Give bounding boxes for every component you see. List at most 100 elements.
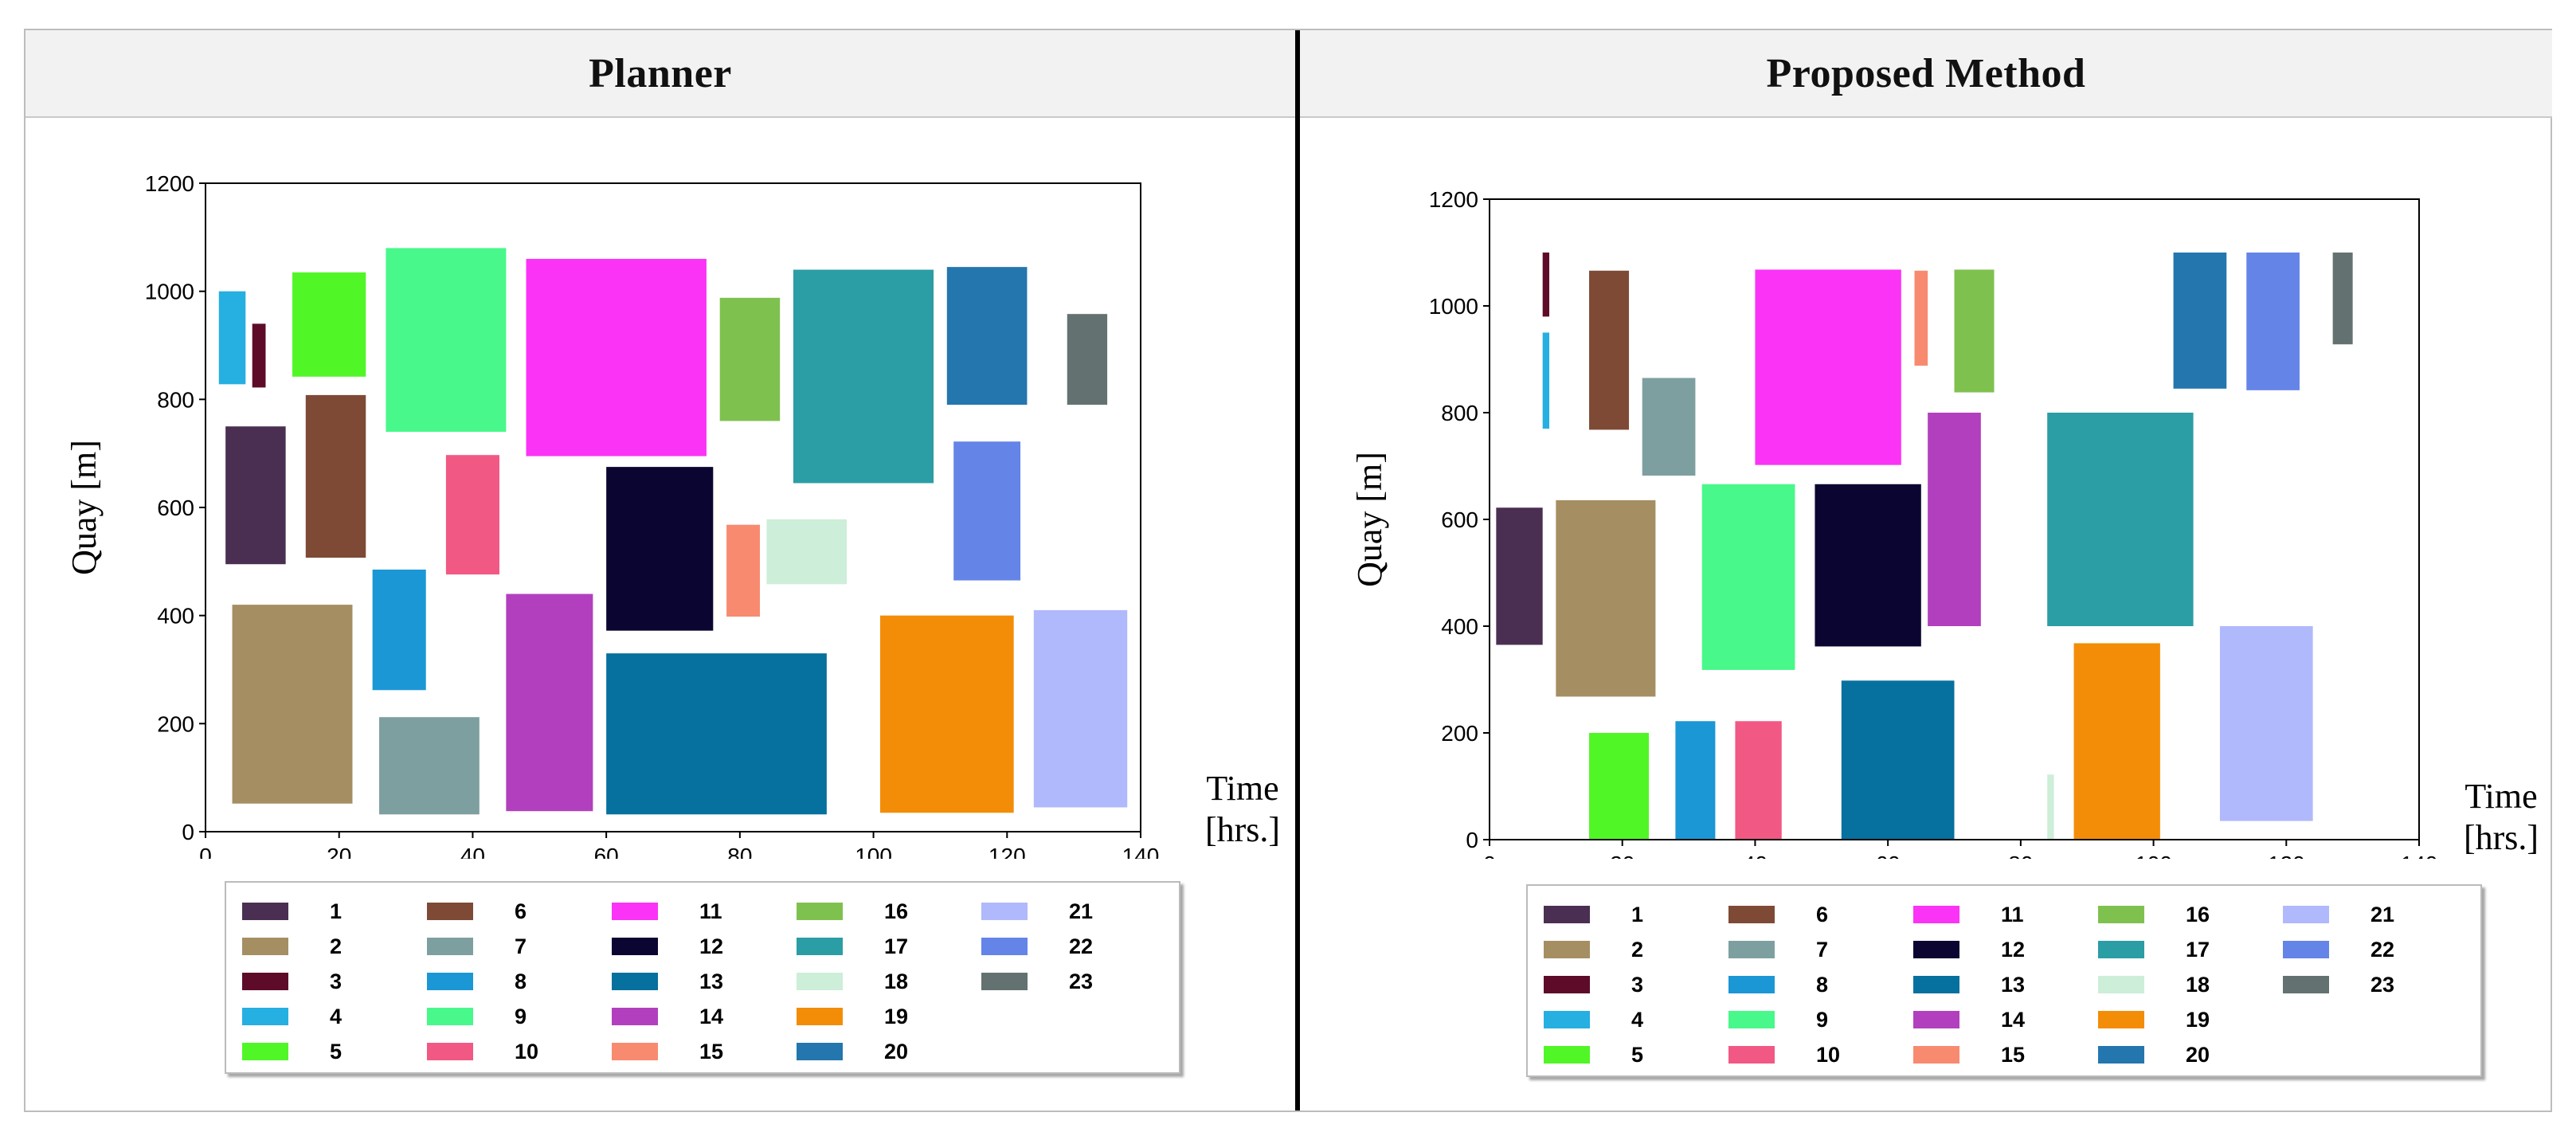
vessel-rect-22 <box>2246 253 2300 390</box>
legend-entry-20: 20 <box>797 1034 981 1069</box>
legend-label: 19 <box>2186 1007 2210 1032</box>
vessel-rect-18 <box>766 519 848 585</box>
legend-label: 2 <box>330 934 343 958</box>
vessel-rect-9 <box>1701 484 1795 670</box>
legend-entry-2: 2 <box>1544 932 1728 967</box>
legend-label: 21 <box>1069 899 1094 923</box>
legend-entry-5: 5 <box>242 1034 427 1069</box>
proposed-header: Proposed Method <box>1300 30 2552 118</box>
planner-header: Planner <box>25 30 1295 118</box>
legend-swatch <box>1544 941 1590 958</box>
vessel-rect-5 <box>292 272 366 377</box>
legend-swatch <box>1913 1011 1959 1028</box>
legend-label: 23 <box>1069 969 1094 993</box>
legend-entry-19: 19 <box>2098 1002 2283 1037</box>
legend-entry-8: 8 <box>1728 967 1913 1002</box>
vessel-rect-11 <box>1755 269 1901 465</box>
legend-swatch <box>2098 976 2144 993</box>
x-tick-label: 40 <box>1743 852 1768 859</box>
legend-label: 17 <box>884 934 909 958</box>
planner-title: Planner <box>589 50 732 96</box>
legend-swatch <box>1728 906 1775 923</box>
y-tick-label: 800 <box>1441 401 1478 425</box>
legend-entry-1: 1 <box>242 894 427 929</box>
x-axis-label: Time [hrs.] <box>1205 769 1280 849</box>
legend-swatch <box>1728 941 1775 958</box>
panel-divider <box>1295 30 1300 1111</box>
vessel-rect-16 <box>1954 269 1995 393</box>
legend-swatch <box>612 973 658 990</box>
y-tick-label: 800 <box>157 387 194 412</box>
vessel-rect-20 <box>2173 253 2227 389</box>
proposed-chart: 0 20 40 60 80 100 120 140 0 200 400 600 800 1000 1200 Q… <box>1350 187 2539 859</box>
vessel-rect-23 <box>1067 314 1108 405</box>
legend-swatch <box>1728 1046 1775 1064</box>
legend-entry-6: 6 <box>1728 897 1913 932</box>
proposed-legend: 1 2 3 4 5 6 7 8 9 10 11 12 13 14 15 16 17 18 19 20 21 22 23 <box>1526 884 2482 1077</box>
legend-swatch <box>1913 941 1959 958</box>
vessel-rect-18 <box>2047 774 2054 840</box>
y-tick-label: 0 <box>182 820 194 844</box>
proposed-panel: Proposed Method 020406080100120140020040… <box>1300 30 2552 1111</box>
legend-label: 12 <box>2001 937 2026 962</box>
legend-entry-15: 15 <box>612 1034 797 1069</box>
x-tick-label: 100 <box>2135 852 2172 859</box>
legend-swatch <box>427 938 473 955</box>
y-tick-label: 0 <box>1466 828 1478 852</box>
legend-swatch <box>2098 941 2144 958</box>
legend-entry-16: 16 <box>797 894 981 929</box>
legend-entry-7: 7 <box>1728 932 1913 967</box>
y-tick-label: 400 <box>157 604 194 629</box>
x-tick-label: 100 <box>855 844 892 859</box>
legend-swatch <box>242 903 288 920</box>
legend-entry-18: 18 <box>797 964 981 999</box>
legend-label: 16 <box>2186 902 2210 926</box>
legend-label: 7 <box>515 934 527 958</box>
vessel-rect-21 <box>2219 626 2313 821</box>
legend-swatch <box>1544 976 1590 993</box>
legend-swatch <box>797 973 843 990</box>
legend-label: 17 <box>2186 937 2210 962</box>
legend-label: 18 <box>884 969 909 993</box>
vessel-rect-1 <box>1496 507 1543 645</box>
legend-swatch <box>797 1043 843 1060</box>
legend-entry-12: 12 <box>1913 932 2098 967</box>
legend-swatch <box>612 903 658 920</box>
legend-swatch <box>427 973 473 990</box>
y-tick-label: 600 <box>1441 507 1478 532</box>
y-tick-label: 200 <box>1441 721 1478 746</box>
y-axis-label: Quay [m] <box>1350 452 1389 587</box>
legend-entry-11: 11 <box>1913 897 2098 932</box>
vessel-rect-5 <box>1589 733 1650 840</box>
legend-label: 8 <box>1816 972 1829 997</box>
x-tick-label: 60 <box>594 844 619 859</box>
vessel-rect-13 <box>1841 680 1955 840</box>
legend-entry-5: 5 <box>1544 1037 1728 1072</box>
vessel-rect-4 <box>218 291 246 385</box>
vessel-rect-7 <box>1642 378 1696 476</box>
vessel-rect-20 <box>946 267 1028 405</box>
legend-entry-3: 3 <box>1544 967 1728 1002</box>
vessel-rect-8 <box>1675 721 1716 840</box>
legend-label: 2 <box>1631 937 1644 962</box>
x-tick-label: 0 <box>1483 852 1496 859</box>
legend-entry-4: 4 <box>1544 1002 1728 1037</box>
x-tick-label: 20 <box>1610 852 1634 859</box>
legend-entry-9: 9 <box>1728 1002 1913 1037</box>
legend-label: 4 <box>1631 1007 1644 1032</box>
vessel-rect-11 <box>526 258 707 456</box>
legend-entry-18: 18 <box>2098 967 2283 1002</box>
planner-legend: 1 2 3 4 5 6 7 8 9 10 11 12 13 14 15 16 17 18 19 20 21 22 23 <box>225 881 1180 1074</box>
legend-entry-14: 14 <box>1913 1002 2098 1037</box>
legend-label: 5 <box>330 1039 343 1064</box>
vessel-rect-21 <box>1033 609 1128 808</box>
legend-entry-6: 6 <box>427 894 612 929</box>
x-tick-label: 140 <box>2401 852 2438 859</box>
legend-entry-21: 21 <box>2283 897 2468 932</box>
legend-swatch <box>242 938 288 955</box>
legend-swatch <box>1913 976 1959 993</box>
legend-label: 14 <box>699 1004 724 1028</box>
planner-chart: 0 20 40 60 80 100 120 140 0 200 400 600 800 1000 1200 Q… <box>65 171 1280 859</box>
legend-entry-10: 10 <box>1728 1037 1913 1072</box>
legend-label: 7 <box>1816 937 1829 962</box>
